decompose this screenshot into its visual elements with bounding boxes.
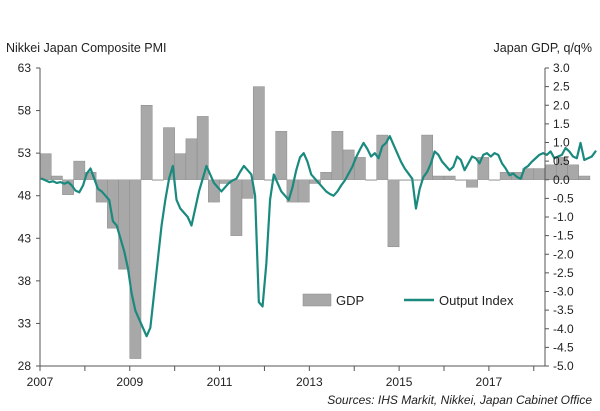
left-tick-label: 63 — [18, 61, 32, 75]
right-tick-label: -1.0 — [553, 210, 574, 224]
right-axis-title: Japan GDP, q/q% — [494, 41, 592, 55]
right-tick-label: -4.0 — [553, 322, 574, 336]
left-tick-label: 48 — [18, 189, 32, 203]
gdp-bar — [443, 175, 456, 180]
right-tick-label: 0.5 — [553, 154, 570, 168]
right-tick-label: 2.0 — [553, 98, 570, 112]
x-tick-label: 2015 — [386, 375, 413, 389]
legend-gdp-label: GDP — [336, 293, 364, 308]
gdp-bar — [320, 172, 333, 181]
right-axis-ticks: -5.0 -4.5 -4.0 -3.5 -3.0 -2.5 -2.0 -1.5 -1.0 -0.5… — [545, 61, 574, 373]
gdp-bar — [174, 153, 187, 180]
gdp-bar — [230, 179, 243, 236]
gdp-bars — [39, 86, 591, 359]
legend: GDP Output Index — [302, 293, 514, 308]
right-tick-label: -5.0 — [553, 359, 574, 373]
x-axis-ticks: 2007 2009 2011 2013 2015 2017 — [27, 366, 535, 389]
gdp-bar — [477, 157, 490, 180]
gdp-bar — [275, 131, 288, 180]
left-tick-label: 33 — [18, 316, 32, 330]
gdp-bar — [140, 105, 153, 180]
right-tick-label: 0.0 — [553, 173, 570, 187]
gdp-bar — [196, 116, 209, 180]
gdp-bar — [39, 153, 52, 180]
gdp-bar — [387, 179, 400, 248]
source-note: Sources: IHS Markit, Nikkei, Japan Cabin… — [327, 393, 592, 407]
right-tick-label: 1.5 — [553, 117, 570, 131]
gdp-bar — [432, 175, 445, 180]
left-axis-title: Nikkei Japan Composite PMI — [6, 41, 166, 55]
gdp-bar — [567, 164, 579, 181]
x-tick-label: 2013 — [296, 375, 323, 389]
gdp-bar — [129, 179, 142, 359]
gdp-bar — [252, 86, 265, 181]
gdp-bar — [185, 138, 198, 180]
right-tick-label: -2.0 — [553, 247, 574, 261]
right-tick-label: -1.5 — [553, 229, 574, 243]
right-tick-label: -4.5 — [553, 340, 574, 354]
gdp-bar — [241, 179, 254, 199]
left-axis-ticks: 28 33 38 43 48 53 58 63 — [18, 61, 40, 373]
x-tick-label: 2007 — [27, 375, 54, 389]
right-tick-label: 1.0 — [553, 136, 570, 150]
gdp-bar — [331, 131, 344, 180]
x-tick-label: 2009 — [116, 375, 143, 389]
right-tick-label: -3.5 — [553, 303, 574, 317]
right-tick-label: 3.0 — [553, 61, 570, 75]
right-tick-label: 2.5 — [553, 80, 570, 94]
right-tick-label: -2.5 — [553, 266, 574, 280]
gdp-bar — [73, 160, 86, 181]
gdp-bar — [466, 179, 478, 188]
left-tick-label: 43 — [18, 231, 32, 245]
legend-output-label: Output Index — [439, 293, 514, 308]
right-tick-label: -3.0 — [553, 285, 574, 299]
x-tick-label: 2017 — [476, 375, 503, 389]
gdp-bar — [533, 168, 546, 181]
legend-gdp-swatch — [302, 293, 332, 307]
left-tick-label: 53 — [18, 146, 32, 160]
gdp-bar — [50, 175, 63, 180]
gdp-bar — [578, 175, 591, 180]
left-tick-label: 58 — [18, 104, 32, 118]
left-tick-label: 28 — [18, 359, 32, 373]
x-tick-label: 2011 — [207, 375, 233, 389]
gdp-bar — [297, 179, 310, 203]
left-tick-label: 38 — [18, 274, 32, 288]
right-tick-label: -0.5 — [553, 191, 574, 205]
output-index-line — [40, 135, 597, 338]
